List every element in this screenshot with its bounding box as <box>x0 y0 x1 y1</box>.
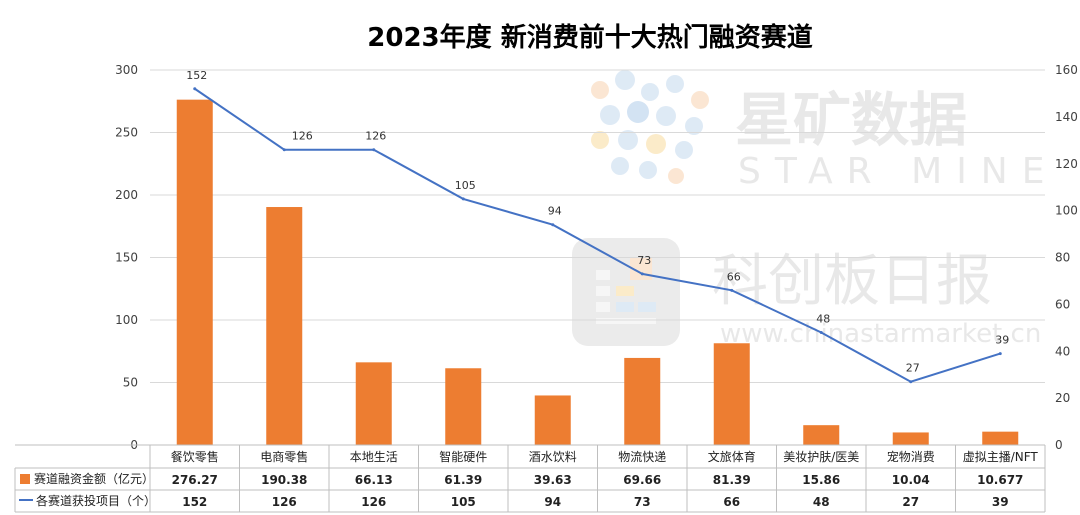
table-cell: 39 <box>992 495 1009 509</box>
y-left-tick-label: 300 <box>115 63 138 77</box>
data-label: 48 <box>816 313 830 326</box>
y-left-tick-label: 50 <box>123 376 138 390</box>
y-right-tick-label: 20 <box>1055 391 1070 405</box>
watermark-brand-en: STAR MINE <box>738 151 1058 192</box>
category-label: 电商零售 <box>260 449 308 464</box>
table-cell: 10.04 <box>892 473 930 487</box>
table-cell: 66 <box>723 495 740 509</box>
line-point <box>372 148 376 152</box>
watermark: 星矿数据 STAR MINE 科创板日报 www.chinastarmarket… <box>572 70 1058 349</box>
data-table: 餐饮零售 276.27 152 电商零售 190.38 126 本地生活 66.13 126 智能… <box>14 444 1046 513</box>
right-axis: 0 20 40 60 80 100 120 140 160 <box>1055 63 1078 452</box>
line-point <box>640 272 644 276</box>
y-right-tick-label: 120 <box>1055 157 1078 171</box>
table-cell: 190.38 <box>261 473 307 487</box>
table-cell: 15.86 <box>802 473 840 487</box>
table-cell: 81.39 <box>713 473 751 487</box>
y-right-tick-label: 160 <box>1055 63 1078 77</box>
table-cell: 126 <box>361 495 386 509</box>
table-cell: 152 <box>182 495 207 509</box>
category-label: 宠物消费 <box>887 449 935 464</box>
category-label: 本地生活 <box>350 450 398 464</box>
bar <box>982 431 1019 445</box>
data-label: 152 <box>186 69 207 82</box>
y-left-tick-label: 200 <box>115 188 138 202</box>
table-cell: 69.66 <box>623 473 661 487</box>
bar <box>803 425 840 445</box>
legend-bar-key <box>20 474 30 484</box>
category-label: 虚拟主播/NFT <box>963 450 1039 464</box>
data-label: 126 <box>365 130 386 143</box>
line-point <box>819 331 823 334</box>
table-cell: 61.39 <box>444 473 482 487</box>
bar <box>713 343 750 445</box>
line-point <box>551 223 555 227</box>
table-cell: 66.13 <box>355 473 393 487</box>
y-right-tick-label: 80 <box>1055 251 1070 265</box>
starmine-logo-icon <box>591 70 709 184</box>
table-cell: 276.27 <box>172 473 218 487</box>
y-left-tick-label: 100 <box>115 313 138 327</box>
category-label: 物流快递 <box>618 450 666 464</box>
y-left-tick-label: 250 <box>115 126 138 140</box>
category-label: 美妆护肤/医美 <box>783 449 859 464</box>
data-label: 105 <box>455 179 476 192</box>
legend-bar-label: 赛道融资金额（亿元） <box>34 471 154 486</box>
y-right-tick-label: 100 <box>1055 204 1078 218</box>
data-label: 126 <box>292 130 313 143</box>
legend-line-label: 各赛道获投项目（个） <box>36 493 156 508</box>
category-label: 文旅体育 <box>708 449 756 464</box>
watermark-url: www.chinastarmarket.cn <box>720 319 1041 349</box>
data-label: 94 <box>548 205 562 218</box>
chart-title: 2023年度 新消费前十大热门融资赛道 <box>367 22 812 53</box>
table-cell: 39.63 <box>534 473 572 487</box>
table-cell: 73 <box>634 495 651 509</box>
data-label: 27 <box>906 362 920 375</box>
y-left-tick-label: 150 <box>115 251 138 265</box>
bar <box>534 395 571 445</box>
table-cell: 27 <box>902 495 919 509</box>
bar <box>624 357 661 445</box>
category-label: 酒水饮料 <box>529 450 577 464</box>
line-point <box>461 197 465 201</box>
line-point <box>193 87 197 91</box>
line-point <box>730 288 734 292</box>
watermark-brand-cn: 星矿数据 <box>735 86 967 154</box>
bar-series <box>176 99 1019 445</box>
bar <box>445 368 482 445</box>
line-point <box>998 352 1002 356</box>
table-cell: 94 <box>544 495 561 509</box>
cls-logo-icon <box>572 238 680 346</box>
bar <box>892 432 929 445</box>
category-label: 智能硬件 <box>439 449 487 464</box>
line-point <box>282 148 286 152</box>
data-label: 39 <box>995 334 1009 347</box>
table-cell: 105 <box>451 495 476 509</box>
line-point <box>909 380 913 384</box>
data-label: 66 <box>727 270 741 283</box>
bar <box>176 99 213 445</box>
line-path <box>194 87 1001 383</box>
table-cell: 48 <box>813 495 830 509</box>
y-right-tick-label: 60 <box>1055 297 1070 311</box>
y-right-tick-label: 140 <box>1055 110 1078 124</box>
table-cell: 10.677 <box>977 473 1023 487</box>
bar <box>355 362 392 445</box>
y-right-tick-label: 40 <box>1055 344 1070 358</box>
table-cell: 126 <box>272 495 297 509</box>
category-label: 餐饮零售 <box>171 449 219 464</box>
y-right-tick-label: 0 <box>1055 438 1063 452</box>
bar <box>266 207 303 445</box>
data-label: 73 <box>637 254 651 267</box>
watermark-outlet: 科创板日报 <box>712 249 992 314</box>
line-series: 152 126 126 105 94 73 66 48 27 39 <box>186 69 1009 384</box>
